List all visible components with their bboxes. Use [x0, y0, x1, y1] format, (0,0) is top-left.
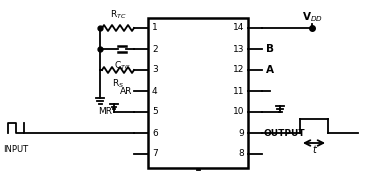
Text: 14: 14: [233, 23, 244, 33]
Text: 4: 4: [152, 87, 158, 95]
Text: C$_{TC}$: C$_{TC}$: [114, 59, 130, 71]
Text: AR: AR: [120, 87, 132, 95]
Text: OUTPUT: OUTPUT: [264, 129, 306, 138]
Text: R$_{S}$: R$_{S}$: [112, 77, 124, 90]
Text: 5: 5: [152, 108, 158, 116]
Text: B: B: [266, 44, 274, 54]
Text: 13: 13: [233, 44, 244, 53]
Text: 11: 11: [233, 87, 244, 95]
Text: A: A: [266, 65, 274, 75]
Text: 7: 7: [152, 149, 158, 159]
Text: 3: 3: [152, 66, 158, 74]
Text: 8: 8: [238, 149, 244, 159]
Text: V$_{DD}$: V$_{DD}$: [301, 10, 323, 24]
Text: 6: 6: [152, 129, 158, 138]
Text: 9: 9: [238, 129, 244, 138]
Text: 12: 12: [233, 66, 244, 74]
Text: INPUT: INPUT: [4, 145, 29, 154]
Text: 1: 1: [152, 23, 158, 33]
Text: 2: 2: [152, 44, 158, 53]
Text: R$_{TC}$: R$_{TC}$: [110, 9, 126, 21]
Text: MR: MR: [98, 108, 112, 116]
Text: t: t: [312, 145, 316, 155]
Bar: [148, 18, 248, 168]
Text: 10: 10: [233, 108, 244, 116]
